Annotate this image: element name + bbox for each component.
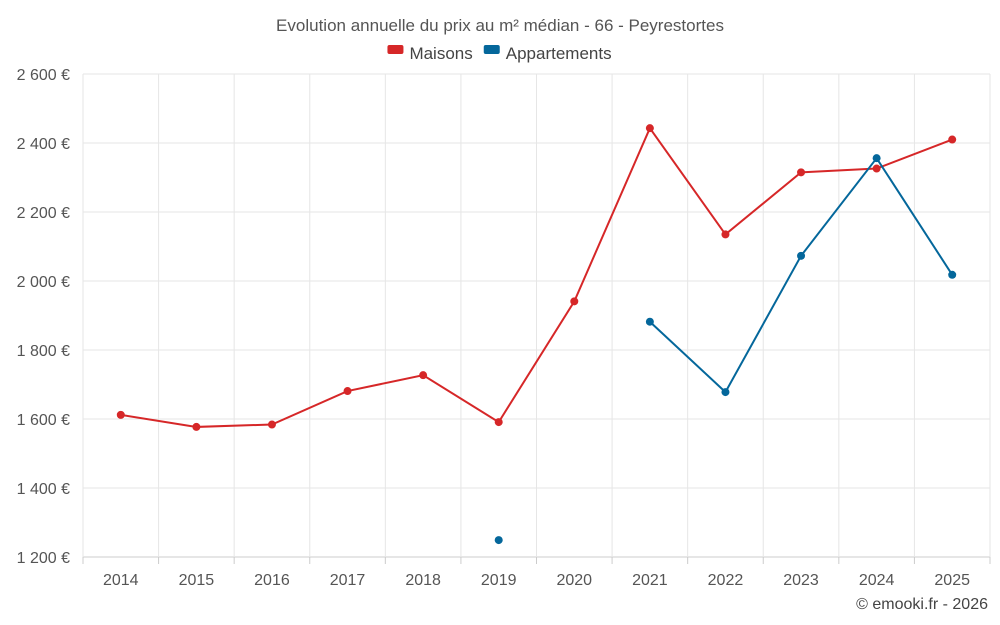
x-tick-label: 2015 [179, 572, 215, 589]
data-point[interactable] [570, 297, 579, 306]
x-tick-label: 2025 [934, 572, 970, 589]
data-point[interactable] [872, 164, 881, 173]
legend-label: Appartements [506, 44, 612, 63]
data-point[interactable] [721, 230, 730, 239]
y-tick-label: 1 200 € [17, 550, 70, 567]
y-tick-label: 2 200 € [17, 205, 70, 222]
x-tick-label: 2014 [103, 572, 139, 589]
legend-item-maisons[interactable]: Maisons [387, 44, 473, 63]
y-tick-label: 2 000 € [17, 274, 70, 291]
series-maisons [116, 124, 957, 431]
data-point[interactable] [948, 135, 957, 144]
data-point[interactable] [494, 536, 503, 545]
grid [82, 73, 991, 564]
series-line [120, 126, 953, 428]
data-point[interactable] [797, 168, 806, 177]
series-appartements [494, 154, 957, 545]
data-point[interactable] [645, 124, 654, 133]
y-tick-label: 1 600 € [17, 412, 70, 429]
y-axis-labels: 1 200 € 1 400 € 1 600 € 1 800 € 2 000 € 2 200… [17, 67, 70, 567]
x-tick-label: 2020 [556, 572, 592, 589]
legend-item-appartements[interactable]: Appartements [483, 44, 612, 63]
legend-label: Maisons [409, 44, 472, 63]
data-point[interactable] [419, 371, 428, 380]
data-point[interactable] [343, 387, 352, 396]
x-axis-labels: 2014 2015 2016 2017 2018 2019 2020 2021 2022 2023… [103, 572, 970, 589]
data-point[interactable] [645, 317, 654, 326]
data-point[interactable] [797, 251, 806, 260]
data-point[interactable] [721, 388, 730, 397]
credit-text: © emooki.fr - 2026 [856, 596, 988, 613]
legend: Maisons Appartements [387, 44, 612, 63]
data-point[interactable] [948, 270, 957, 279]
x-tick-label: 2023 [783, 572, 819, 589]
y-tick-label: 2 400 € [17, 136, 70, 153]
x-tick-label: 2024 [859, 572, 895, 589]
chart-title: Evolution annuelle du prix au m² médian … [276, 16, 724, 35]
y-tick-label: 1 800 € [17, 343, 70, 360]
y-tick-label: 2 600 € [17, 67, 70, 84]
data-point[interactable] [872, 154, 881, 163]
legend-swatch [387, 45, 404, 54]
data-point[interactable] [192, 422, 201, 431]
x-tick-label: 2016 [254, 572, 290, 589]
data-point[interactable] [494, 418, 503, 427]
x-tick-label: 2021 [632, 572, 668, 589]
series-layer [116, 124, 957, 545]
legend-swatch [483, 45, 500, 54]
data-point[interactable] [116, 410, 125, 419]
x-tick-label: 2017 [330, 572, 366, 589]
x-tick-label: 2018 [405, 572, 441, 589]
x-tick-label: 2019 [481, 572, 517, 589]
x-tick-label: 2022 [708, 572, 744, 589]
data-point[interactable] [267, 420, 276, 429]
y-tick-label: 1 400 € [17, 481, 70, 498]
